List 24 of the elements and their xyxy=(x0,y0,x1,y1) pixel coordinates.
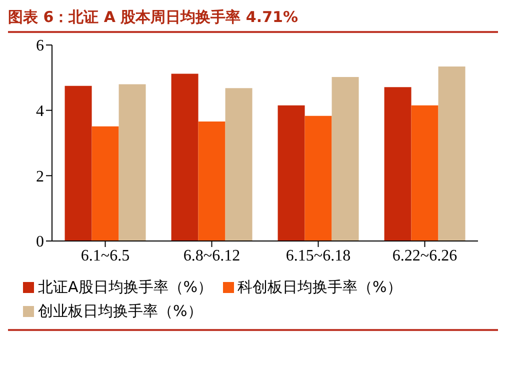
bar xyxy=(332,77,359,241)
bar xyxy=(118,84,146,241)
bar xyxy=(198,121,226,241)
bar xyxy=(384,87,412,241)
bar xyxy=(438,66,466,241)
bar xyxy=(225,88,252,241)
legend-label: 科创板日均换手率（%） xyxy=(238,278,402,296)
chart-title: 图表 6：北证 A 股本周日均换手率 4.71% xyxy=(8,8,498,33)
y-tick-label: 2 xyxy=(36,168,44,186)
x-tick-label: 6.22~6.26 xyxy=(392,247,458,264)
bar xyxy=(64,86,92,241)
bar xyxy=(278,105,305,241)
legend-label: 北证A股日均换手率（%） xyxy=(38,278,213,296)
y-tick-label: 6 xyxy=(36,38,44,55)
y-tick-label: 4 xyxy=(36,103,44,120)
x-tick-label: 6.8~6.12 xyxy=(183,247,240,264)
x-tick-label: 6.1~6.5 xyxy=(80,247,130,264)
bar xyxy=(411,105,438,241)
bar xyxy=(304,116,332,241)
bar xyxy=(92,126,119,241)
y-tick-label: 0 xyxy=(36,234,44,251)
legend-label: 创业板日均换手率（%） xyxy=(38,302,202,320)
x-tick-label: 6.15~6.18 xyxy=(286,247,351,264)
bar xyxy=(171,74,198,241)
